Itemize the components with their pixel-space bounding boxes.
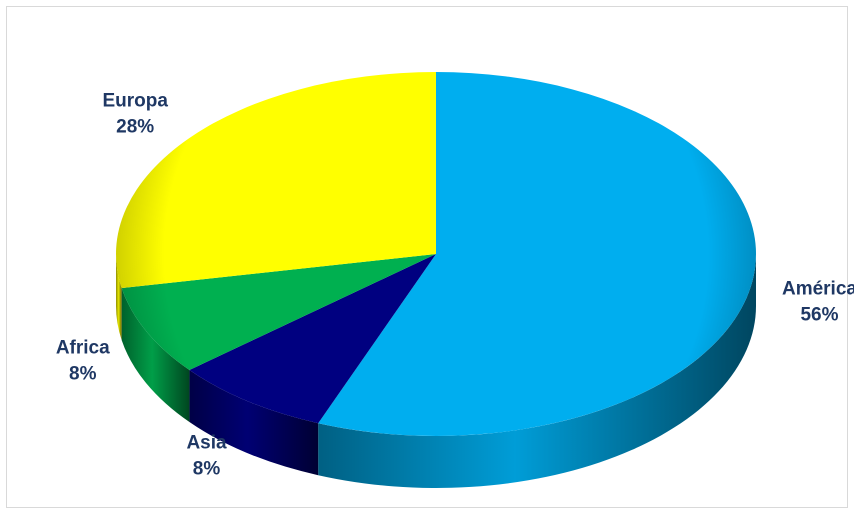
- pie-side-asia: [189, 370, 319, 476]
- data-labels: América 56% Asia 8% Africa 8% Europa 28%: [56, 90, 854, 479]
- pie-sides: [116, 254, 756, 489]
- pie-tops: [115, 72, 756, 436]
- data-label-category: Africa: [56, 338, 110, 359]
- data-label-europa: Europa 28%: [102, 90, 168, 137]
- data-label-asia: Asia 8%: [186, 433, 227, 480]
- pie-slice-america: [318, 72, 756, 436]
- data-label-category: Asia: [186, 433, 227, 454]
- data-label-category: América: [782, 278, 854, 299]
- data-label-africa: Africa 8%: [56, 338, 110, 385]
- data-label-category: Europa: [102, 90, 168, 111]
- data-label-percent: 28%: [116, 116, 154, 137]
- data-label-america: América 56%: [782, 278, 854, 325]
- data-label-percent: 8%: [69, 364, 97, 385]
- pie-side-africa: [121, 288, 190, 423]
- pie-side-europa: [116, 254, 122, 341]
- pie-slice-europa: [115, 72, 436, 289]
- pie-slice-asia: [189, 254, 436, 424]
- pie-slice-africa: [121, 254, 436, 371]
- data-label-percent: 8%: [193, 459, 221, 480]
- pie-side-america: [318, 254, 756, 489]
- data-label-percent: 56%: [800, 304, 838, 325]
